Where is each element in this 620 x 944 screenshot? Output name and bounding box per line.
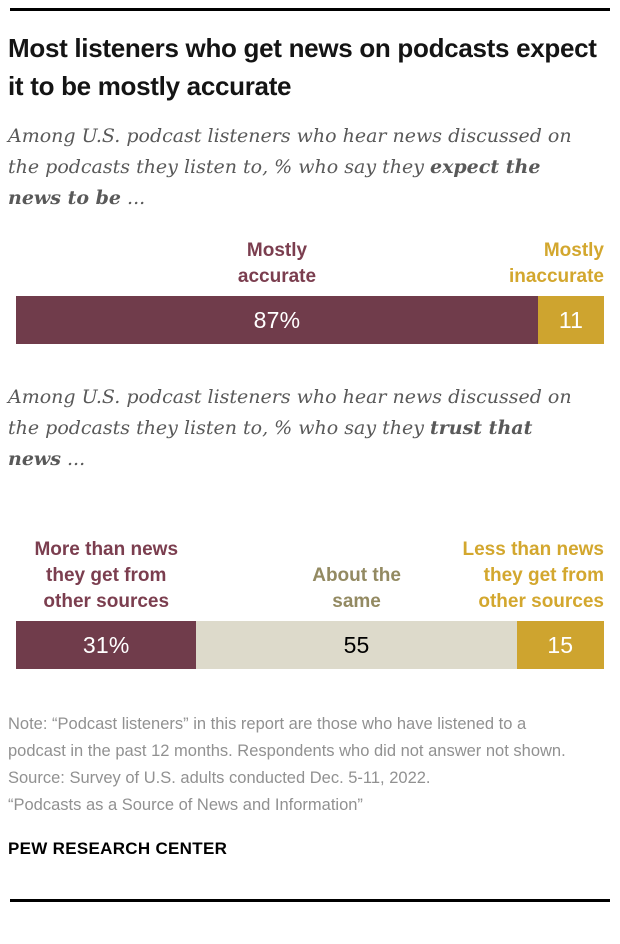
chart-2-category-labels: More than news they get from other sourc… [16,537,604,615]
label-line: other sources [478,591,604,612]
chart-2: More than news they get from other sourc… [16,537,604,669]
bar-segment-mostly-inaccurate: 11 [538,296,604,344]
subtitle-text: Among U.S. podcast listeners who hear ne… [8,125,572,178]
bar-segment-about-the-same: 55 [196,621,517,669]
footnote-block: Note: “Podcast listeners” in this report… [8,711,574,819]
label-line: they get from [483,565,604,586]
subtitle-bold-text: trust that news [8,417,533,470]
subtitle-text: Among U.S. podcast listeners who hear ne… [8,386,572,439]
chart-2-bar: 31% 55 15 [16,621,604,669]
label-line: Less than news [462,539,605,560]
label-line: other sources [43,591,170,612]
label-line: About the [312,565,401,586]
label-line: Mostly [543,240,604,261]
category-label-more-than-news: More than news they get from other sourc… [34,537,178,615]
label-line: Mostly [246,240,308,261]
label-line: same [332,591,381,612]
bar-segment-mostly-accurate: 87% [16,296,538,344]
brand-wordmark: PEW RESEARCH CENTER [8,839,228,858]
bar-value-label: 15 [547,631,574,658]
category-label-less-than-news: Less than news they get from other sourc… [463,537,605,615]
subtitle-bold-text: expect the news to be [8,156,541,209]
top-rule [10,8,610,11]
bar-value-label: 31% [82,631,130,658]
label-line: inaccurate [508,266,604,287]
chart-1-category-labels: Mostly accurate Mostly inaccurate [16,238,604,290]
source-text: Source: Survey of U.S. adults conducted … [8,769,431,787]
subtitle-ellipsis: ... [60,448,86,470]
chart-2-subtitle: Among U.S. podcast listeners who hear ne… [8,382,583,475]
category-label-about-the-same: About the same [312,563,401,615]
bar-value-label: 11 [558,306,584,333]
bar-segment-more-than-news: 31% [16,621,197,669]
note-text: Note: “Podcast listeners” in this report… [8,715,566,760]
subtitle-ellipsis: ... [121,187,146,209]
chart-1-bar: 87% 11 [16,296,604,344]
bottom-rule [10,899,610,902]
label-line: accurate [237,266,317,287]
study-title-text: “Podcasts as a Source of News and Inform… [8,796,363,814]
label-line: they get from [46,565,167,586]
page-title: Most listeners who get news on podcasts … [8,33,597,101]
category-label-mostly-inaccurate: Mostly inaccurate [509,238,604,290]
label-line: More than news [34,539,179,560]
category-label-mostly-accurate: Mostly accurate [238,238,316,290]
bar-value-label: 55 [343,631,370,658]
chart-1: Mostly accurate Mostly inaccurate 87% 11 [16,238,604,344]
bar-value-label: 87% [253,306,301,333]
bar-segment-less-than-news: 15 [516,621,604,669]
chart-1-subtitle: Among U.S. podcast listeners who hear ne… [8,121,583,214]
